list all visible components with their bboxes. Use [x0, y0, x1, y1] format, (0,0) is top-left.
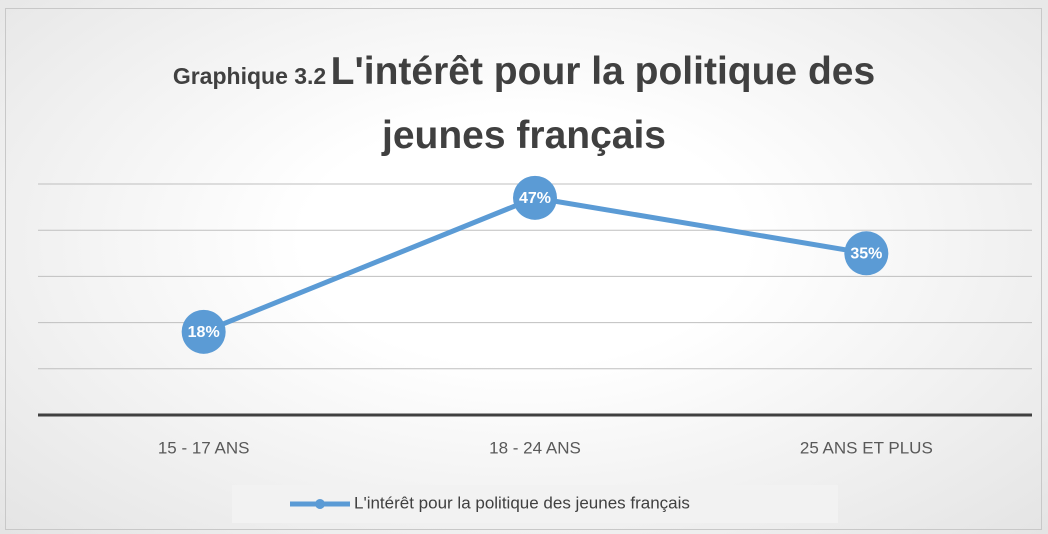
title-number: Graphique 3.2 — [172, 63, 327, 89]
title-text: L'intérêt pour la politique des jeunes f… — [330, 50, 876, 157]
value-label: 47% — [519, 190, 551, 207]
marker — [844, 231, 889, 276]
value-label: 18% — [188, 324, 220, 341]
chart-border — [5, 8, 1042, 530]
x-tick-label: 18 - 24 ANS — [489, 438, 581, 457]
marker — [181, 309, 226, 354]
chart-title: Graphique 3.2 L'intérêt pour la politiqu… — [114, 44, 934, 172]
x-tick-label: 15 - 17 ANS — [158, 438, 250, 457]
value-label: 35% — [850, 246, 882, 263]
legend-label: L'intérêt pour la politique des jeunes f… — [354, 493, 690, 512]
marker — [513, 175, 557, 220]
legend-marker — [315, 499, 325, 509]
x-tick-label: 25 ANS ET PLUS — [800, 438, 933, 457]
